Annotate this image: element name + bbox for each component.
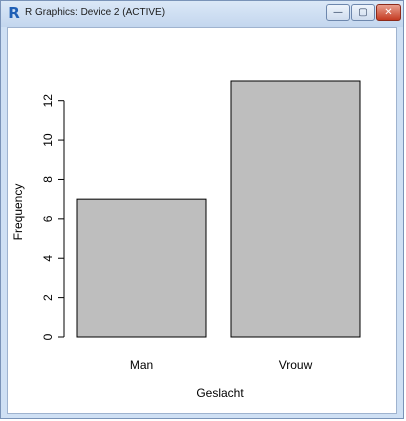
y-tick-label: 10	[41, 133, 55, 147]
r-logo-icon: R	[8, 4, 20, 22]
y-tick-label: 0	[41, 333, 55, 340]
y-tick-label: 4	[41, 255, 55, 262]
close-button[interactable]: ✕	[376, 4, 401, 21]
window-title: R Graphics: Device 2 (ACTIVE)	[25, 7, 166, 18]
bar-chart: 0 2 4 6 8 10 12 Man Vrouw Frequency Geslacht	[11, 80, 361, 400]
y-axis-label: Frequency	[11, 184, 25, 241]
bar-man	[76, 198, 207, 338]
minimize-button[interactable]: —	[326, 4, 350, 21]
y-tick-label: 12	[41, 94, 55, 108]
category-label: Man	[130, 358, 153, 372]
y-tick-label: 8	[41, 176, 55, 183]
graphics-canvas: 0 2 4 6 8 10 12 Man Vrouw Frequency Geslacht	[7, 27, 397, 414]
title-bar[interactable]: R R Graphics: Device 2 (ACTIVE) — ▢ ✕	[1, 1, 403, 27]
category-label: Vrouw	[279, 358, 313, 372]
y-tick-label: 2	[41, 294, 55, 301]
maximize-button[interactable]: ▢	[351, 4, 375, 21]
bar-vrouw	[230, 80, 361, 338]
y-tick-label: 6	[41, 215, 55, 222]
x-axis-label: Geslacht	[196, 386, 244, 400]
